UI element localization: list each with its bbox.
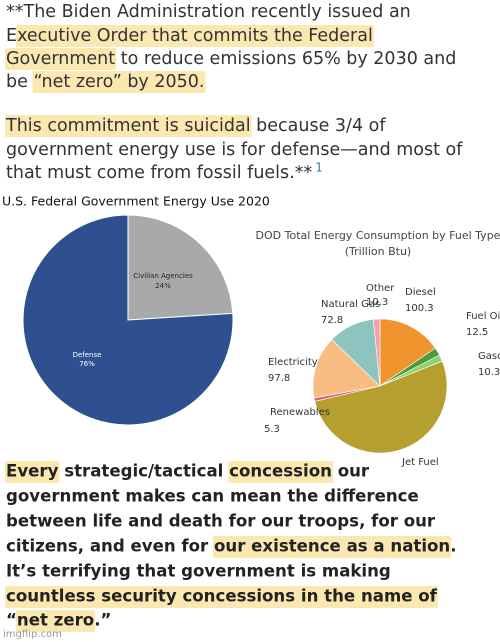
- slice-value: 24%: [155, 282, 171, 290]
- text-segment: Government: [6, 49, 115, 69]
- text-segment: “: [6, 611, 17, 630]
- slice-value: 76%: [79, 360, 95, 368]
- pie-slice: [312, 339, 381, 399]
- pie-slice: [127, 214, 234, 321]
- slice-label: Renewables: [270, 407, 330, 418]
- slice-label: Civilian Agencies: [133, 272, 193, 280]
- footnote-marker: 1: [315, 161, 323, 175]
- text-segment: because 3/4 of: [251, 116, 387, 136]
- text-segment: It’s terrifying that government is makin…: [6, 562, 391, 581]
- pie-slice: [22, 214, 234, 426]
- slice-value: 10.3: [478, 367, 500, 378]
- slice-label: Fuel Oil: [466, 311, 500, 322]
- pie-slice: [373, 318, 381, 387]
- slice-label: Diesel: [405, 287, 436, 298]
- highlight: [5, 115, 252, 137]
- watermark: imgflip.com: [3, 629, 62, 640]
- slice-label: Gasoline: [478, 351, 500, 362]
- highlight: [5, 461, 60, 483]
- chart-title: U.S. Federal Government Energy Use 2020: [2, 194, 270, 209]
- text-segment: that must come from fossil fuels.**: [6, 163, 312, 183]
- highlight: [32, 71, 206, 93]
- text-segment: our: [332, 462, 370, 481]
- chart-subtitle: (Trillion Btu): [345, 245, 411, 258]
- slice-value: 10.3: [366, 297, 388, 308]
- highlight: [5, 48, 117, 70]
- slice-value: 5.3: [264, 424, 280, 435]
- text-segment: our existence as a nation: [214, 537, 450, 556]
- text-segment: This commitment is suicidal: [5, 116, 251, 136]
- text-segment: citizens, and even for: [6, 537, 214, 556]
- text-segment: **The Biden Administration recently issu…: [6, 2, 411, 22]
- slice-value: 72.8: [321, 315, 343, 326]
- text-segment: .”: [94, 611, 111, 630]
- slice-label: Electricity: [268, 357, 318, 368]
- slice-label: Other: [366, 283, 395, 294]
- slice-value: 100.3: [405, 303, 434, 314]
- slice-label: Natural Gas: [321, 299, 380, 310]
- text-segment: countless security concessions in the na…: [6, 587, 438, 606]
- text-segment: government makes can mean the difference: [6, 487, 419, 506]
- highlight: [5, 586, 438, 608]
- text-segment: Every: [6, 462, 59, 481]
- text-segment: to reduce emissions 65% by 2030 and: [115, 49, 456, 69]
- highlight: [15, 610, 96, 632]
- text-segment: between life and death for our troops, f…: [6, 512, 436, 531]
- slice-label: Jet Fuel: [401, 457, 439, 468]
- slice-value: 97.8: [268, 373, 290, 384]
- chart-title: DOD Total Energy Consumption by Fuel Typ…: [256, 229, 500, 242]
- text-segment: government energy use is for defense—and…: [6, 140, 463, 160]
- pie-slice: [314, 360, 448, 454]
- highlights: [5, 25, 452, 632]
- pie-slice: [379, 318, 436, 387]
- highlight: [16, 25, 374, 47]
- text-segment: E: [6, 26, 17, 46]
- slice-value: 12.5: [466, 327, 488, 338]
- text-segment: concession: [229, 462, 332, 481]
- text-segment: strategic/tactical: [58, 462, 229, 481]
- slice-label: Defense: [73, 351, 102, 359]
- highlight: [213, 536, 452, 558]
- text-segment: xecutive Order that commits the Federal: [17, 26, 373, 46]
- highlight: [228, 461, 333, 483]
- text-segment: net zero: [17, 611, 94, 630]
- text-segment: be: [6, 72, 33, 92]
- text-segment: “net zero” by 2050.: [33, 72, 204, 92]
- text-segment: .: [450, 537, 456, 556]
